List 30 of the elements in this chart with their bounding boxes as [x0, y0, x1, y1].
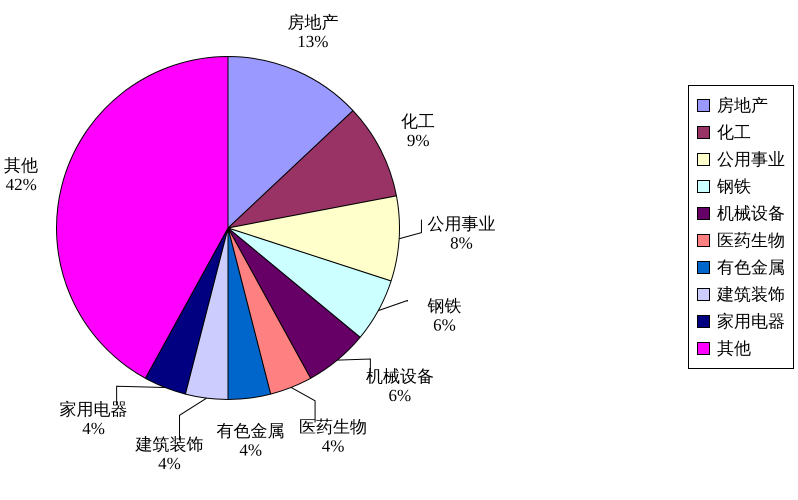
data-label: 4%: [239, 440, 262, 460]
data-label: 4%: [322, 436, 344, 456]
data-label: 9%: [406, 131, 430, 150]
data-label: 6%: [433, 315, 456, 334]
legend-label: 钢铁: [717, 176, 751, 198]
slice-label: 机械设备: [366, 367, 434, 386]
slice-label: 公用事业: [427, 214, 496, 234]
legend-label: 化工: [717, 122, 751, 144]
slice-label: 家用电器: [60, 400, 128, 419]
data-label: 6%: [388, 386, 412, 406]
slice-label: 医药生物: [299, 417, 368, 436]
data-label: 42%: [6, 174, 37, 194]
slice-label: 房地产: [287, 13, 338, 32]
data-label: 8%: [450, 234, 473, 253]
legend-label: 有色金属: [717, 257, 785, 279]
slice-label: 化工: [401, 112, 436, 132]
slice-label: 其他: [4, 156, 38, 175]
slice-label: 建筑装饰: [134, 435, 204, 454]
slice-label: 钢铁: [426, 296, 462, 316]
legend-label: 医药生物: [717, 230, 785, 252]
data-label: 13%: [297, 32, 328, 52]
data-label: 4%: [82, 418, 105, 438]
legend-label: 公用事业: [717, 149, 785, 171]
legend-label: 房地产: [717, 95, 768, 117]
slice-label: 有色金属: [216, 421, 285, 440]
legend-label: 机械设备: [717, 203, 785, 225]
legend-label: 建筑装饰: [717, 284, 785, 306]
legend-label: 家用电器: [717, 311, 785, 333]
legend-label: 其他: [717, 338, 751, 360]
data-label: 4%: [158, 454, 181, 474]
